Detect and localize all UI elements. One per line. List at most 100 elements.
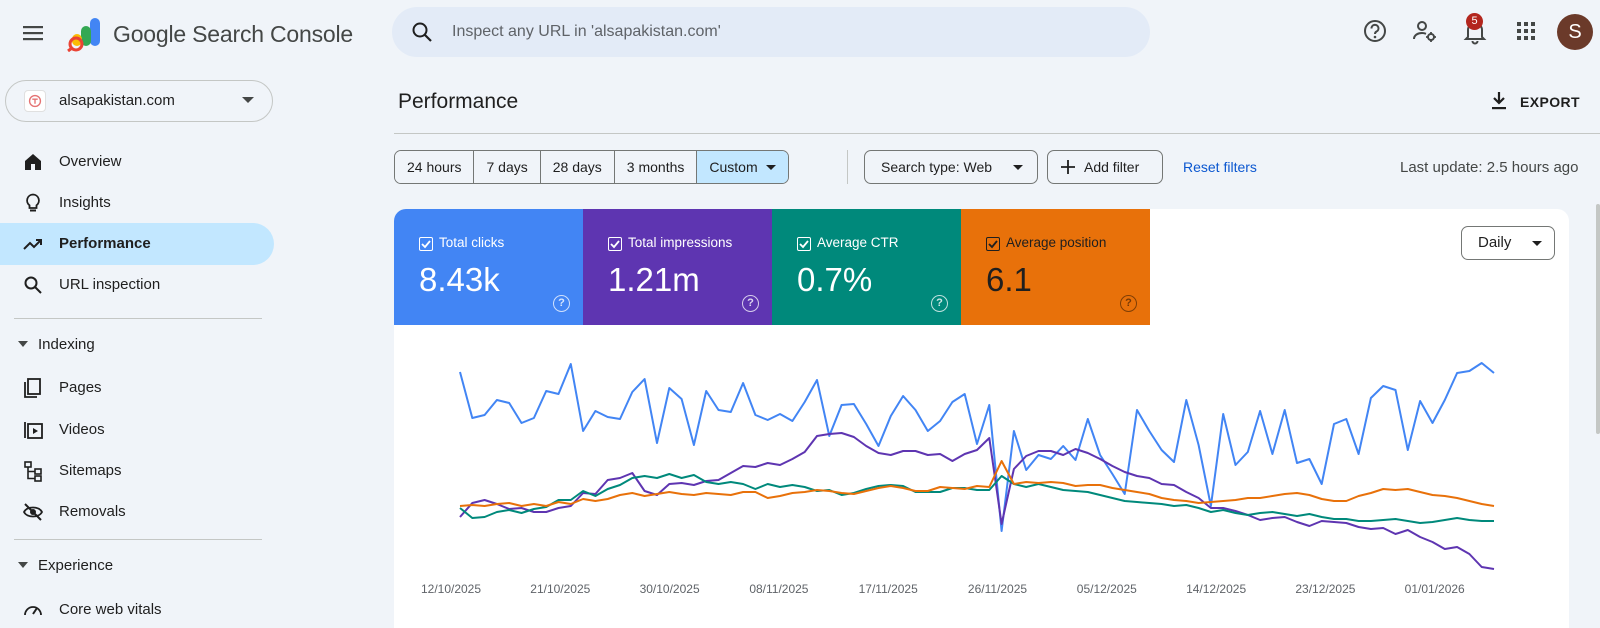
date-range-selector: 24 hours 7 days 28 days 3 months Custom (394, 150, 789, 184)
add-filter-button[interactable]: Add filter (1047, 150, 1163, 184)
x-tick-label: 14/12/2025 (1186, 582, 1246, 596)
reset-filters-link[interactable]: Reset filters (1183, 159, 1257, 175)
sidebar-divider (14, 539, 262, 540)
help-icon[interactable]: ? (1120, 295, 1137, 312)
sidebar-item-overview[interactable]: Overview (0, 141, 274, 183)
metric-label: Average CTR (817, 235, 899, 250)
site-favicon-icon (24, 90, 46, 112)
sidebar-item-removals[interactable]: Removals (0, 491, 274, 533)
sidebar-item-pages[interactable]: Pages (0, 367, 274, 409)
metric-value: 0.7% (797, 261, 873, 298)
lightbulb-icon (26, 193, 40, 212)
range-custom[interactable]: Custom (697, 151, 788, 183)
sidebar-item-label: Videos (59, 421, 105, 438)
sidebar-item-label: Sitemaps (59, 462, 122, 479)
series-line-total-impressions (459, 432, 1495, 570)
sidebar-item-label: Core web vitals (59, 601, 162, 618)
hamburger-menu-icon[interactable] (18, 18, 48, 48)
section-label: Experience (38, 557, 114, 574)
series-line-average-position (459, 460, 1495, 507)
metric-value: 1.21m (608, 261, 700, 298)
header-divider (394, 133, 1600, 134)
top-bar: Google Search Console 5 S (0, 0, 1600, 64)
checkbox-checked-icon[interactable] (797, 237, 811, 251)
performance-card: Total clicks 8.43k ? Total impressions 1… (394, 209, 1569, 628)
x-tick-label: 01/01/2026 (1405, 582, 1465, 596)
checkbox-checked-icon[interactable] (986, 237, 1000, 251)
x-tick-label: 17/11/2025 (859, 582, 918, 596)
property-name: alsapakistan.com (59, 92, 175, 109)
account-avatar[interactable]: S (1557, 14, 1593, 50)
pages-icon (24, 378, 41, 398)
metric-average-position[interactable]: Average position 6.1 ? (961, 209, 1150, 325)
range-3-months[interactable]: 3 months (614, 151, 698, 183)
last-update-text: Last update: 2.5 hours ago (1400, 159, 1579, 176)
trending-up-icon (23, 239, 42, 250)
sidebar-section-indexing[interactable]: Indexing (0, 327, 274, 363)
metric-average-ctr[interactable]: Average CTR 0.7% ? (772, 209, 961, 325)
help-icon[interactable]: ? (931, 295, 948, 312)
help-icon[interactable] (1361, 17, 1389, 45)
page-title: Performance (398, 90, 519, 113)
metric-total-impressions[interactable]: Total impressions 1.21m ? (583, 209, 772, 325)
sidebar-divider (14, 318, 262, 319)
sidebar-item-label: Overview (59, 153, 122, 170)
search-type-filter[interactable]: Search type: Web (864, 150, 1038, 184)
notification-badge: 5 (1466, 13, 1483, 30)
manage-users-icon[interactable] (1411, 17, 1439, 45)
home-icon (25, 154, 41, 170)
sidebar-item-url-inspection[interactable]: URL inspection (0, 264, 274, 306)
granularity-dropdown[interactable]: Daily (1461, 226, 1555, 260)
caret-down-icon (18, 562, 28, 568)
x-tick-label: 05/12/2025 (1077, 582, 1137, 596)
range-24-hours[interactable]: 24 hours (395, 151, 475, 183)
app-title: Google Search Console (113, 21, 354, 47)
metric-label: Total clicks (439, 235, 505, 250)
export-label: EXPORT (1520, 94, 1580, 110)
url-inspection-search[interactable] (392, 7, 1150, 57)
metric-value: 8.43k (419, 261, 500, 298)
sidebar-item-performance[interactable]: Performance (0, 223, 274, 265)
x-tick-label: 23/12/2025 (1295, 582, 1355, 596)
metric-label: Total impressions (628, 235, 733, 250)
help-icon[interactable]: ? (742, 295, 759, 312)
x-tick-label: 30/10/2025 (640, 582, 700, 596)
x-tick-label: 08/11/2025 (749, 582, 808, 596)
sidebar-item-label: Removals (59, 503, 126, 520)
range-7-days[interactable]: 7 days (474, 151, 541, 183)
add-filter-label: Add filter (1084, 159, 1140, 175)
checkbox-checked-icon[interactable] (608, 237, 622, 251)
export-button[interactable]: EXPORT (1486, 86, 1590, 118)
eye-off-icon (22, 503, 44, 521)
metric-total-clicks[interactable]: Total clicks 8.43k ? (394, 209, 583, 325)
gauge-icon (24, 606, 42, 616)
sidebar-item-insights[interactable]: Insights (0, 182, 274, 224)
checkbox-checked-icon[interactable] (419, 237, 433, 251)
caret-down-icon (18, 341, 28, 347)
page-scrollbar[interactable] (1596, 204, 1600, 434)
sidebar-item-label: Performance (59, 235, 151, 252)
sidebar-item-sitemaps[interactable]: Sitemaps (0, 450, 274, 492)
search-icon (412, 22, 432, 42)
sidebar-item-videos[interactable]: Videos (0, 409, 274, 451)
sidebar-item-label: URL inspection (59, 276, 161, 293)
search-console-logo-icon (67, 18, 100, 52)
metric-value: 6.1 (986, 261, 1032, 298)
search-input[interactable] (452, 17, 1132, 47)
range-28-days[interactable]: 28 days (540, 151, 615, 183)
x-tick-label: 12/10/2025 (421, 582, 481, 596)
filter-separator (847, 150, 848, 184)
x-tick-label: 26/11/2025 (968, 582, 1027, 596)
plus-icon (1061, 160, 1075, 174)
series-line-total-clicks (459, 362, 1495, 532)
performance-line-chart: 12/10/2025 21/10/2025 30/10/2025 08/11/2025… (421, 362, 1495, 596)
sidebar-item-core-web-vitals[interactable]: Core web vitals (0, 589, 274, 628)
video-icon (24, 422, 43, 439)
property-selector[interactable]: alsapakistan.com (5, 80, 273, 122)
apps-grid-icon[interactable] (1512, 17, 1540, 45)
sidebar-section-experience[interactable]: Experience (0, 548, 274, 584)
x-tick-label: 21/10/2025 (530, 582, 590, 596)
chevron-down-icon (242, 97, 254, 103)
search-icon (24, 276, 42, 294)
help-icon[interactable]: ? (553, 295, 570, 312)
